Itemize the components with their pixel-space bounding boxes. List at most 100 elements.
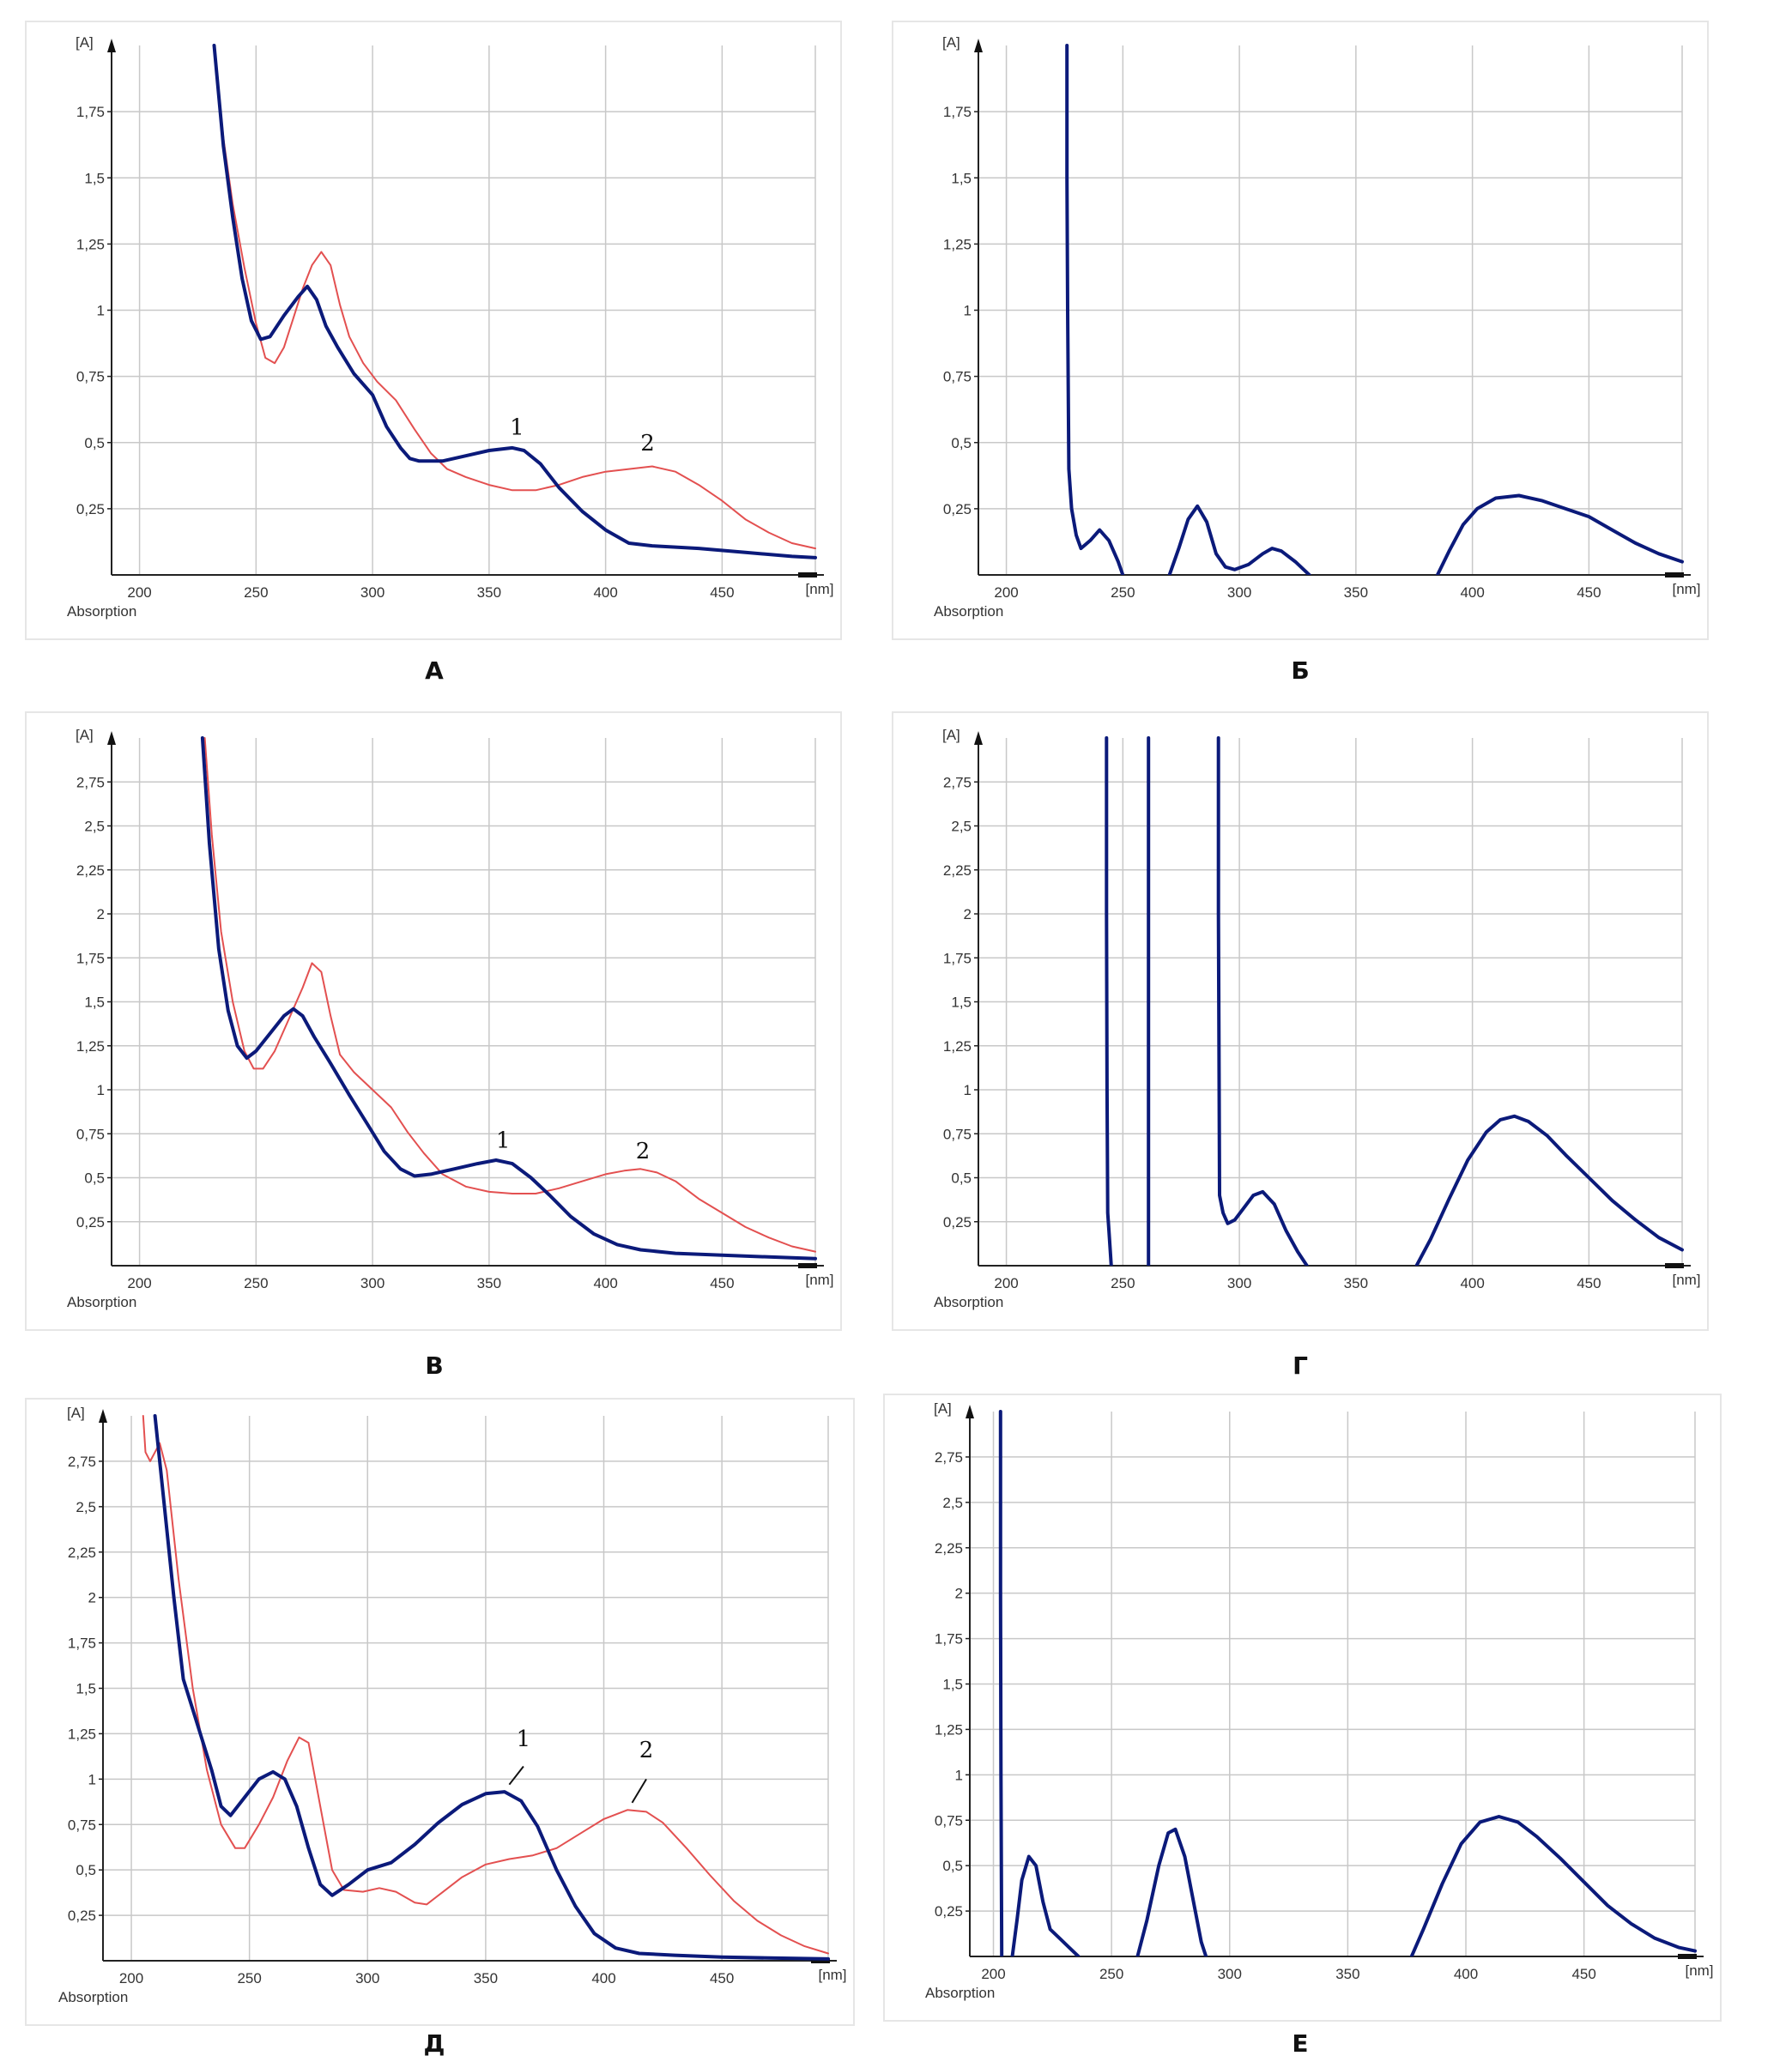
y-tick-label: 1,25: [943, 1038, 972, 1055]
y-tick-label: 0,25: [68, 1908, 96, 1924]
x-axis-label: [nm]: [818, 1967, 846, 1983]
y-tick-label: 2,75: [943, 774, 972, 790]
y-axis-arrow: [974, 39, 983, 52]
x-tick-label: 250: [237, 1970, 261, 1986]
chart-b-svg: 200 250 300 350 400 450 0,25 0,5 0,75 1 1,25 1,5 1,7…: [892, 21, 1709, 640]
chart-a-svg: 200 250 300 350 400 450 0,25 0,5 0,75 1 1,25 1,5 1,7…: [25, 21, 842, 640]
x-tick-label: 400: [591, 1970, 615, 1986]
y-axis-arrow: [99, 1409, 107, 1423]
chart-g-svg: 200 250 300 350 400 450 0,25 0,5 0,75 1 1,25 1,5 1,7…: [892, 711, 1709, 1331]
x-tick-label: 350: [477, 584, 501, 601]
y-tick-label: 0,25: [935, 1903, 963, 1920]
y-tick-label: 1,25: [76, 1038, 105, 1055]
y-tick-label: 0,75: [76, 369, 105, 385]
x-axis-label: [nm]: [1672, 1272, 1700, 1288]
y-tick-label: 2,75: [68, 1454, 96, 1470]
curve-annotation: 1: [517, 1726, 531, 1752]
x-tick-label: 350: [477, 1275, 501, 1291]
chart-panel-b: 200 250 300 350 400 450 0,25 0,5 0,75 1 1,25 1,5 1,7…: [892, 21, 1716, 640]
y-tick-label: 0,5: [84, 435, 105, 451]
x-axis-arrow: [811, 1958, 830, 1963]
x-axis-label: [nm]: [1685, 1962, 1713, 1979]
series-line: [1409, 1815, 1697, 1956]
chart-panel-a: 200 250 300 350 400 450 0,25 0,5 0,75 1 1,25 1,5 1,7…: [25, 21, 850, 640]
y-tick-label: 2,75: [935, 1449, 963, 1466]
x-tick-label: 300: [1227, 1275, 1251, 1291]
chart-d-svg: 200 250 300 350 400 450 0,25 0,5 0,75 1 1,25 1,5 1,7…: [25, 1398, 855, 2026]
y-tick-label: 0,25: [76, 501, 105, 517]
series-line: [203, 737, 816, 1253]
x-tick-label: 450: [710, 584, 734, 601]
series-line: [213, 45, 816, 550]
panel-frame: [883, 1394, 1722, 2022]
panel-frame: [25, 1398, 855, 2026]
footer-label: Absorption: [67, 603, 136, 620]
y-tick-label: 2,25: [943, 862, 972, 879]
x-tick-label: 250: [1099, 1966, 1123, 1982]
curve-annotation: 2: [640, 431, 655, 457]
footer-label: Absorption: [925, 1985, 995, 2001]
y-axis-label: [A]: [942, 727, 960, 743]
y-tick-label: 0,5: [76, 1862, 96, 1878]
x-tick-label: 200: [127, 584, 151, 601]
footer-label: Absorption: [67, 1294, 136, 1310]
series-line: [142, 1415, 829, 1955]
x-tick-label: 450: [1571, 1966, 1595, 1982]
panel-frame: [892, 21, 1709, 640]
x-axis-arrow: [1665, 1263, 1684, 1268]
y-axis-label: [A]: [76, 34, 94, 51]
y-tick-label: 1,5: [951, 995, 972, 1011]
y-axis-label: [A]: [934, 1400, 952, 1417]
chart-panel-d: 200 250 300 350 400 450 0,25 0,5 0,75 1 1,25 1,5 1,7…: [25, 1398, 855, 2026]
chart-panel-g: 200 250 300 350 400 450 0,25 0,5 0,75 1 1,25 1,5 1,7…: [892, 711, 1716, 1331]
y-axis-label: [A]: [942, 34, 960, 51]
y-tick-label: 2,5: [76, 1499, 96, 1515]
x-tick-label: 300: [1218, 1966, 1242, 1982]
x-tick-label: 300: [355, 1970, 379, 1986]
y-tick-label: 2: [955, 1586, 963, 1602]
x-tick-label: 250: [244, 584, 268, 601]
y-tick-label: 1,75: [68, 1636, 96, 1652]
y-tick-label: 2: [964, 906, 972, 922]
series-line: [1414, 1114, 1684, 1266]
x-tick-label: 450: [710, 1275, 734, 1291]
panel-label-b: Б: [1291, 656, 1310, 685]
y-axis-arrow: [107, 39, 116, 52]
y-tick-label: 0,25: [76, 1214, 105, 1231]
y-axis-arrow: [974, 731, 983, 745]
x-tick-label: 450: [1577, 584, 1601, 601]
x-tick-label: 200: [127, 1275, 151, 1291]
curve-annotation: 1: [496, 1128, 511, 1154]
series-line: [1135, 1827, 1208, 1956]
panel-label-g: Г: [1293, 1351, 1308, 1380]
x-tick-label: 400: [593, 1275, 617, 1291]
footer-label: Absorption: [58, 1989, 128, 2005]
y-tick-label: 0,75: [943, 369, 972, 385]
y-tick-label: 2,25: [76, 862, 105, 879]
panel-label-e: Е: [1292, 2029, 1309, 2058]
x-tick-label: 400: [1460, 584, 1484, 601]
x-tick-label: 400: [1454, 1966, 1478, 1982]
y-tick-label: 1,5: [942, 1677, 963, 1693]
panel-frame: [25, 21, 842, 640]
series-line: [1010, 1854, 1081, 1956]
series-line: [1065, 44, 1125, 575]
y-tick-label: 2,5: [942, 1495, 963, 1511]
y-tick-label: 2,5: [951, 819, 972, 835]
series-line: [1435, 493, 1684, 575]
y-tick-label: 2,25: [935, 1540, 963, 1557]
series-line: [200, 736, 817, 1261]
y-tick-label: 1,25: [935, 1721, 963, 1738]
y-tick-label: 1: [964, 1082, 972, 1098]
x-tick-label: 400: [1460, 1275, 1484, 1291]
x-tick-label: 350: [1344, 584, 1368, 601]
y-tick-label: 1,25: [943, 236, 972, 252]
y-tick-label: 0,75: [68, 1817, 96, 1833]
panel-label-d: Д: [423, 2029, 445, 2058]
x-axis-label: [nm]: [805, 581, 833, 597]
x-tick-label: 200: [994, 1275, 1018, 1291]
curve-annotation: 2: [636, 1139, 651, 1164]
y-tick-label: 2: [97, 906, 105, 922]
x-axis-arrow: [798, 1263, 817, 1268]
y-tick-label: 2,25: [68, 1545, 96, 1561]
